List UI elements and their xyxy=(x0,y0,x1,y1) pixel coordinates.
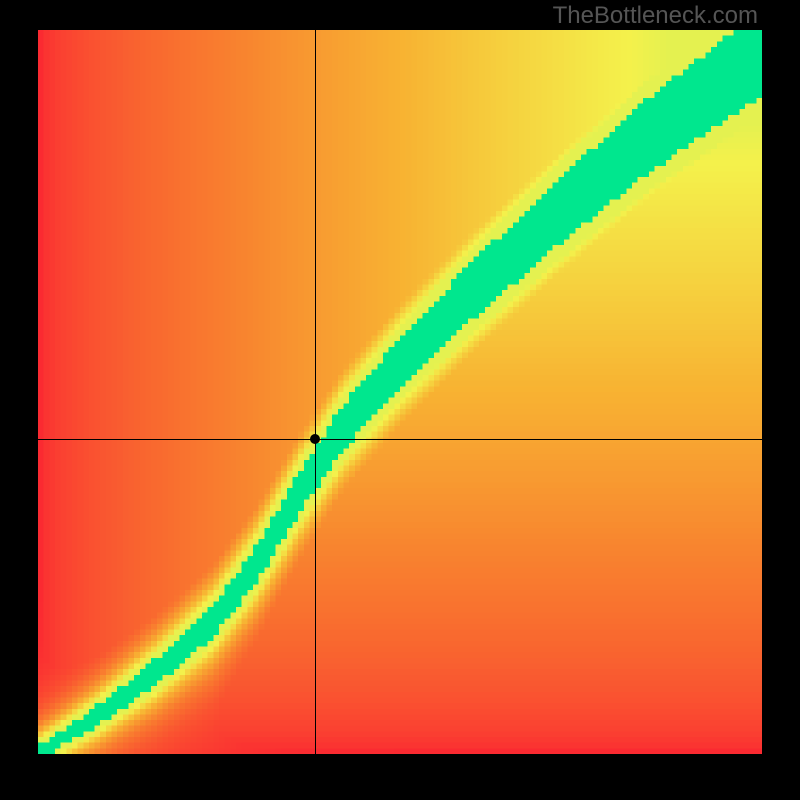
watermark-text: TheBottleneck.com xyxy=(553,2,758,30)
chart-container: TheBottleneck.com xyxy=(0,0,800,800)
bottleneck-heatmap xyxy=(38,30,762,754)
